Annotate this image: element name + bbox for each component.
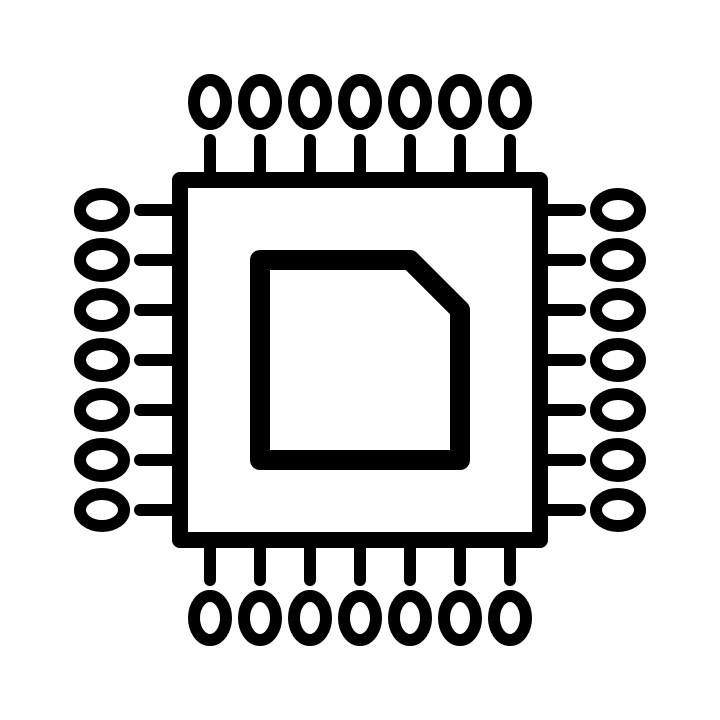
pin-pad-left bbox=[80, 494, 124, 526]
pin-pad-left bbox=[80, 344, 124, 376]
pin-pad-bottom bbox=[294, 596, 326, 640]
pin-pad-bottom bbox=[244, 596, 276, 640]
chip-body bbox=[180, 180, 540, 540]
pin-pad-right bbox=[596, 494, 640, 526]
pin-pad-top bbox=[344, 80, 376, 124]
pin-pad-left bbox=[80, 244, 124, 276]
pin-pad-right bbox=[596, 344, 640, 376]
pin-pad-bottom bbox=[394, 596, 426, 640]
pin-pad-bottom bbox=[194, 596, 226, 640]
chip-die bbox=[260, 260, 460, 460]
pin-pad-left bbox=[80, 294, 124, 326]
pin-pad-top bbox=[444, 80, 476, 124]
pin-pad-right bbox=[596, 244, 640, 276]
pin-pad-right bbox=[596, 394, 640, 426]
pin-pad-left bbox=[80, 444, 124, 476]
pin-pad-top bbox=[194, 80, 226, 124]
microchip-icon bbox=[0, 0, 720, 720]
pin-pad-bottom bbox=[494, 596, 526, 640]
pin-pad-top bbox=[394, 80, 426, 124]
pin-pad-top bbox=[244, 80, 276, 124]
pin-pad-bottom bbox=[344, 596, 376, 640]
pin-pad-top bbox=[494, 80, 526, 124]
pin-pad-bottom bbox=[444, 596, 476, 640]
pin-pad-left bbox=[80, 194, 124, 226]
pin-pad-top bbox=[294, 80, 326, 124]
pin-pad-right bbox=[596, 444, 640, 476]
pin-pad-left bbox=[80, 394, 124, 426]
pin-pad-right bbox=[596, 294, 640, 326]
pin-pad-right bbox=[596, 194, 640, 226]
